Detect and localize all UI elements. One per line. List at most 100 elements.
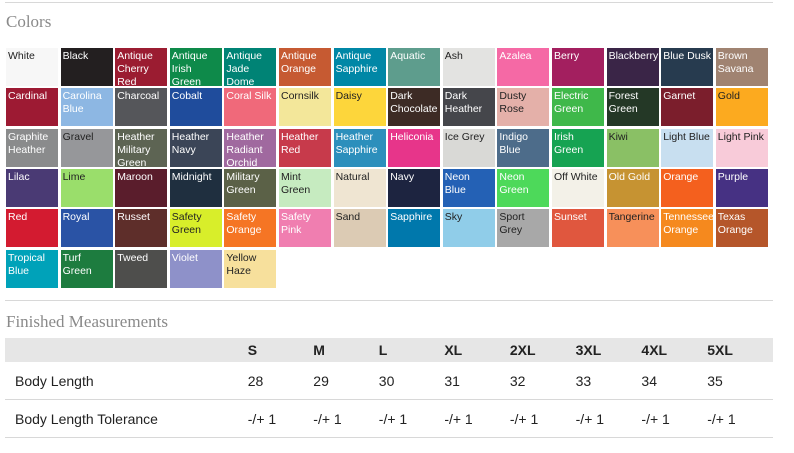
color-swatch[interactable]: Graphite Heather	[6, 128, 58, 167]
color-swatch[interactable]: Sunset	[552, 209, 604, 248]
color-swatch[interactable]: Light Blue	[661, 128, 714, 167]
color-swatch[interactable]: Sky	[442, 209, 495, 248]
color-swatch[interactable]: Heather Radiant Orchid	[224, 128, 277, 167]
color-swatch[interactable]: Sapphire	[388, 209, 441, 248]
color-swatch[interactable]: White	[6, 48, 58, 86]
color-swatch[interactable]: Royal	[60, 209, 113, 248]
color-swatch[interactable]: Ice Grey	[442, 128, 495, 167]
color-swatch-label: Antique Sapphire	[335, 50, 378, 75]
color-swatch[interactable]: Neon Green	[497, 168, 550, 207]
color-swatch[interactable]: Natural	[333, 168, 386, 207]
color-swatch-label: Russet	[117, 211, 150, 224]
color-swatch-label: Royal	[62, 211, 90, 224]
color-swatch[interactable]: Texas Orange	[715, 209, 768, 248]
color-swatch-label: Charcoal	[117, 90, 160, 103]
color-swatch[interactable]: Daisy	[333, 88, 386, 127]
color-swatch[interactable]: Blue Dusk	[661, 48, 714, 86]
color-swatch[interactable]: Gold	[715, 88, 768, 127]
color-swatch-label: Tweed	[117, 251, 149, 264]
measurement-value: -/+ 1	[707, 399, 773, 438]
color-swatch[interactable]: Lime	[60, 168, 113, 207]
color-swatch[interactable]: Heather Red	[279, 128, 331, 167]
color-swatch[interactable]: Dark Chocolate	[388, 88, 441, 127]
color-swatch[interactable]: Antique Orange	[279, 48, 331, 86]
color-swatch[interactable]: Antique Jade Dome	[224, 48, 277, 86]
color-swatch-label: Dark Heather	[444, 90, 483, 116]
color-swatch[interactable]: Cardinal	[6, 88, 58, 127]
color-swatch[interactable]: Cornsilk	[279, 88, 331, 127]
color-swatch[interactable]: Indigo Blue	[497, 128, 550, 167]
color-swatch[interactable]: Red	[6, 209, 58, 248]
color-swatch[interactable]: Kiwi	[606, 128, 659, 167]
color-swatch[interactable]: Brown Savana	[715, 48, 768, 86]
color-swatch-label: Cobalt	[171, 90, 203, 103]
color-swatch[interactable]: Antique Sapphire	[333, 48, 386, 86]
color-swatch-label: Blue Dusk	[663, 50, 712, 62]
color-swatch[interactable]: Heather Sapphire	[333, 128, 386, 167]
color-swatch-label: Sport Grey	[499, 211, 525, 237]
color-swatch[interactable]: Safety Green	[169, 209, 222, 248]
color-swatch-label: Purple	[717, 170, 749, 183]
color-swatch[interactable]: Dusty Rose	[497, 88, 550, 127]
color-swatch[interactable]: Charcoal	[115, 88, 168, 127]
color-swatch[interactable]: Old Gold	[606, 168, 659, 207]
color-swatch[interactable]: Lilac	[6, 168, 58, 207]
color-swatch[interactable]: Heliconia	[388, 128, 441, 167]
color-swatch[interactable]: Electric Green	[552, 88, 604, 127]
color-swatch-label: Heliconia	[390, 130, 434, 143]
color-swatch[interactable]: Yellow Haze	[224, 249, 277, 288]
color-swatch-label: Aquatic	[390, 50, 426, 62]
top-divider	[5, 2, 773, 3]
color-swatch[interactable]: Sport Grey	[497, 209, 550, 248]
color-swatch[interactable]: Carolina Blue	[60, 88, 113, 127]
measurement-value: -/+ 1	[247, 399, 314, 438]
measurement-value: 32	[509, 362, 576, 400]
color-swatch[interactable]: Heather Navy	[169, 128, 222, 167]
color-swatch[interactable]: Azalea	[497, 48, 550, 86]
color-swatch[interactable]: Safety Orange	[224, 209, 277, 248]
color-swatch[interactable]: Berry	[552, 48, 604, 86]
color-swatch[interactable]: Navy	[388, 168, 441, 207]
color-swatch[interactable]: Neon Blue	[442, 168, 495, 207]
color-swatch[interactable]: Aquatic	[388, 48, 441, 86]
color-swatch[interactable]: Tropical Blue	[6, 249, 58, 288]
color-swatch[interactable]: Tweed	[115, 249, 168, 288]
color-swatch[interactable]: Turf Green	[60, 249, 113, 288]
color-swatch[interactable]: Mint Green	[279, 168, 331, 207]
color-swatch[interactable]: Coral Silk	[224, 88, 277, 127]
color-swatch[interactable]: Gravel	[60, 128, 113, 167]
color-swatch[interactable]: Russet	[115, 209, 168, 248]
color-swatch-label: Neon Green	[499, 170, 529, 196]
color-swatch-label: Tropical Blue	[8, 251, 45, 277]
color-swatch[interactable]: Heather Military Green	[115, 128, 168, 167]
color-swatch[interactable]: Black	[60, 48, 113, 86]
color-swatch[interactable]: Light Pink	[715, 128, 768, 167]
color-swatch[interactable]: Orange	[661, 168, 714, 207]
color-swatch[interactable]: Forest Green	[606, 88, 659, 127]
color-swatch[interactable]: Safety Pink	[279, 209, 331, 248]
color-swatch[interactable]: Irish Green	[552, 128, 604, 167]
color-swatch[interactable]: Dark Heather	[442, 88, 495, 127]
color-swatch[interactable]: Military Green	[224, 168, 277, 207]
color-swatch[interactable]: Off White	[552, 168, 604, 207]
color-swatch[interactable]: Antique Irish Green	[169, 48, 222, 86]
color-swatch[interactable]: Cobalt	[169, 88, 222, 127]
color-swatch[interactable]: Midnight	[169, 168, 222, 207]
color-swatch-label: Neon Blue	[444, 170, 470, 196]
color-swatch-label: Navy	[390, 170, 415, 183]
color-swatch[interactable]: Antique Cherry Red	[115, 48, 168, 86]
color-swatch-label: White	[8, 50, 35, 62]
color-swatch-label: Antique Irish Green	[171, 50, 208, 86]
color-swatch[interactable]: Sand	[333, 209, 386, 248]
size-header: M	[313, 338, 379, 362]
color-swatch[interactable]: Maroon	[115, 168, 168, 207]
color-swatch[interactable]: Ash	[442, 48, 495, 86]
color-swatch-label: Heather Military Green	[117, 130, 155, 167]
color-swatch[interactable]: Violet	[169, 249, 222, 288]
color-swatch[interactable]: Garnet	[661, 88, 714, 127]
color-swatch[interactable]: Tennessee Orange	[661, 209, 714, 248]
color-swatch[interactable]: Blackberry	[606, 48, 659, 86]
color-swatch[interactable]: Tangerine	[606, 209, 659, 248]
color-swatch-label: Off White	[554, 170, 598, 183]
color-swatch[interactable]: Purple	[715, 168, 768, 207]
